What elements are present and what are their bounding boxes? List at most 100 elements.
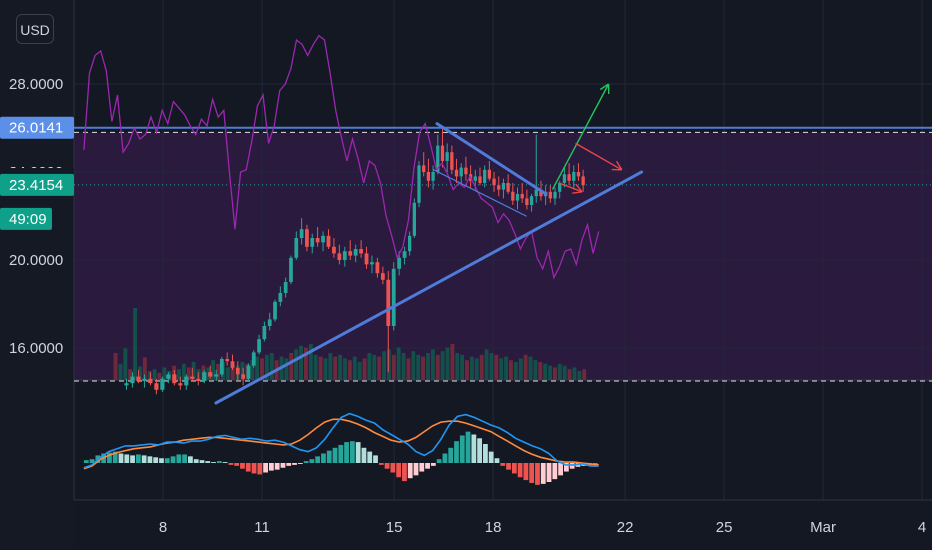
volume-bar <box>455 353 460 380</box>
bearish-arrow-small-head <box>572 191 583 194</box>
volume-bar <box>323 358 328 380</box>
range-zone <box>74 132 932 381</box>
candle-body <box>136 376 141 381</box>
macd-histogram-bar <box>454 441 459 463</box>
volume-bar <box>421 356 426 380</box>
bearish-arrow-small <box>558 182 583 193</box>
candle-body <box>219 359 224 375</box>
macd-histogram-bar <box>188 456 193 463</box>
candle-body <box>257 339 261 353</box>
volume-bar <box>250 360 255 380</box>
volume-bar <box>377 356 382 380</box>
macd-histogram-bar <box>164 458 170 463</box>
macd-histogram-bar <box>222 462 228 463</box>
candle-body <box>262 326 267 340</box>
candle-body <box>478 176 482 183</box>
macd-histogram-bar <box>390 463 396 473</box>
volume-bar <box>396 347 401 380</box>
currency-label[interactable]: USD <box>16 14 54 44</box>
countdown-badge: 49:09 <box>9 211 47 228</box>
macd-histogram-bar <box>193 459 199 463</box>
macd-histogram-bar <box>442 453 448 463</box>
candle-body <box>553 191 557 199</box>
volume-bar <box>469 356 474 380</box>
volume-bar <box>303 347 308 380</box>
volume-bar <box>113 353 118 380</box>
last-price-badge: 23.4154 <box>9 177 63 194</box>
macd-histogram-bar <box>471 434 477 463</box>
label-mask <box>0 168 74 178</box>
macd-histogram-bar <box>378 463 384 465</box>
volume-bar <box>513 362 518 380</box>
macd-histogram-bar <box>170 456 176 463</box>
volume-bar <box>435 354 440 380</box>
macd-histogram-bar <box>465 431 471 463</box>
volume-bar <box>255 356 260 380</box>
candle-body <box>160 378 165 390</box>
volume-bar <box>211 360 216 380</box>
macd-histogram-bar <box>216 461 222 463</box>
volume-bar <box>362 358 367 380</box>
macd-histogram-bar <box>234 463 240 466</box>
volume-bar <box>347 360 352 380</box>
candle-body <box>130 376 135 384</box>
candle-body <box>321 235 325 243</box>
candle-body <box>246 365 251 379</box>
volume-bar <box>138 366 142 380</box>
macd-histogram-bar <box>182 454 188 463</box>
macd-histogram-bar <box>286 463 292 466</box>
macd-histogram-bar <box>199 460 205 463</box>
volume-bar <box>562 365 567 380</box>
x-tick-label: 18 <box>485 519 502 536</box>
volume-bar <box>538 362 543 380</box>
volume-bar <box>289 353 294 380</box>
macd-histogram-bar <box>494 458 500 463</box>
macd-histogram-bar <box>361 447 367 463</box>
macd-histogram-bar <box>280 463 286 468</box>
macd-histogram-bar <box>396 463 402 478</box>
candle-body <box>422 165 426 172</box>
macd-histogram-bar <box>500 463 506 466</box>
candle-body <box>315 238 320 243</box>
volume-bar <box>567 369 572 380</box>
candle-body <box>473 176 477 181</box>
volume-bar <box>557 363 562 380</box>
candle-body <box>375 262 380 274</box>
macd-histogram-bar <box>89 459 95 463</box>
macd-histogram-bar <box>436 459 442 463</box>
x-tick-label: Mar <box>810 519 836 536</box>
volume-bar <box>465 360 469 380</box>
macd-histogram-bar <box>535 463 540 485</box>
volume-bar <box>177 369 181 380</box>
candle-body <box>464 167 468 175</box>
candle-body <box>412 202 416 236</box>
volume-bar <box>504 356 509 380</box>
candle-body <box>515 194 520 201</box>
candle-body <box>380 273 385 280</box>
volume-bar <box>523 354 528 380</box>
x-tick-label: 15 <box>386 519 403 536</box>
macd-histogram-bar <box>297 463 303 464</box>
macd-histogram-bar <box>153 457 159 463</box>
candle-body <box>305 229 309 247</box>
volume-bar <box>157 372 162 380</box>
macd-histogram-bar <box>344 442 349 463</box>
candle-body <box>459 167 463 177</box>
candle-body <box>230 361 235 368</box>
macd-histogram-bar <box>488 451 494 463</box>
y-tick-label: 20.0000 <box>9 252 63 269</box>
candle-body <box>483 169 487 183</box>
candle-body <box>299 229 304 238</box>
x-tick-label: 25 <box>716 519 733 536</box>
volume-bar <box>489 353 494 380</box>
macd-histogram-bar <box>430 463 436 466</box>
candle-body <box>267 319 272 326</box>
macd-histogram-bar <box>83 460 89 463</box>
volume-bar <box>430 349 435 380</box>
volume-bar <box>123 348 128 380</box>
candle-body <box>548 191 552 199</box>
candle-body <box>386 279 391 326</box>
candle-body <box>273 301 277 320</box>
volume-bar <box>128 369 133 380</box>
